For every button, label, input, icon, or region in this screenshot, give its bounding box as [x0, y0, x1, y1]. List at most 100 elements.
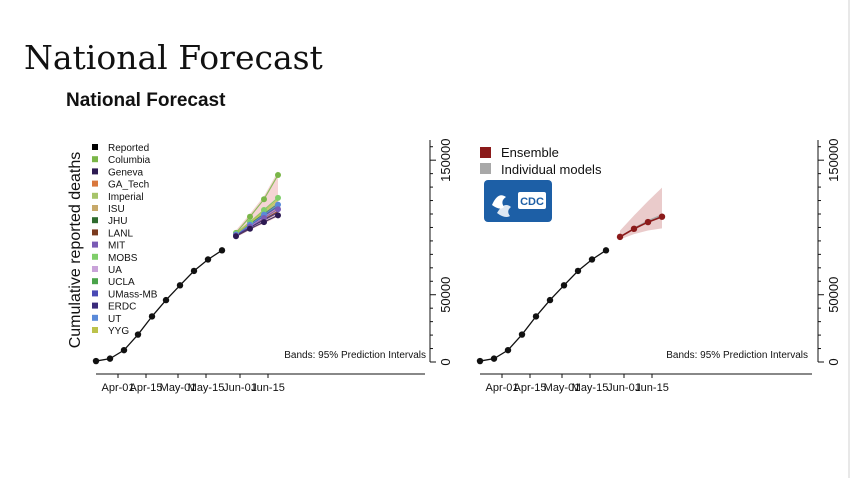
right-reported-point [602, 247, 610, 254]
left-chart-panel: Bands: 95% Prediction Intervals [96, 140, 431, 375]
forecast-line-ut [235, 204, 279, 235]
right-reported-point [518, 331, 526, 338]
legend-label-yyg: YYG [108, 326, 129, 337]
legend-swatch-ga_tech [92, 180, 98, 187]
legend-label-ensemble: Ensemble [501, 145, 559, 160]
left-reported-point [92, 357, 100, 365]
ensemble-point [616, 233, 624, 241]
forecast-line-columbia [235, 174, 279, 234]
right-y-tick-label: 150000 [826, 138, 841, 181]
forecast-point-columbia [275, 171, 281, 178]
forecast-point-geneva [261, 219, 267, 226]
right-chart-panel: Bands: 95% Prediction Intervals Ensemble… [480, 140, 819, 375]
right-bands-note: Bands: 95% Prediction Intervals [666, 350, 808, 361]
right-x-tick-label: Jun-01 [607, 382, 641, 394]
right-x-tick-label: Apr-15 [513, 382, 546, 394]
ensemble-point [658, 213, 666, 220]
right-x-tick-label: May-15 [572, 382, 609, 394]
legend-label-imperial: Imperial [108, 192, 144, 203]
right-y-tick-label: 50000 [826, 277, 841, 313]
left-bands-note: Bands: 95% Prediction Intervals [284, 350, 426, 361]
legend-label-reported: Reported [108, 143, 149, 154]
forecast-point-mobs [261, 206, 267, 213]
left-reported-point [176, 282, 184, 289]
cdc-logo: CDC [484, 180, 552, 222]
left-reported-point [218, 247, 226, 254]
forecast-point-mit [275, 206, 281, 213]
legend-label-erdc: ERDC [108, 302, 136, 313]
legend-swatch-isu [92, 205, 98, 211]
left-x-tick-label: Apr-15 [129, 382, 162, 394]
forecast-point-columbia [247, 213, 253, 220]
forecast-line-yyg [235, 199, 279, 235]
legend-label-ua: UA [108, 265, 122, 276]
legend-label-mobs: MOBS [108, 253, 138, 264]
legend-swatch-ut [92, 314, 98, 321]
left-x-tick-label: Jun-01 [223, 382, 257, 394]
right-reported-point [476, 357, 484, 365]
right-reported-point [504, 346, 512, 354]
legend-swatch-umass-mb [92, 290, 98, 297]
left-x-tick-label: Jun-15 [251, 382, 285, 394]
legend-label-isu: ISU [108, 204, 125, 215]
legend-swatch-ensemble [480, 147, 491, 158]
forecast-point-ut [275, 201, 281, 208]
left-y-tick-label: 50000 [438, 277, 453, 313]
legend-swatch-individual [480, 163, 491, 174]
left-reported-line [95, 249, 223, 362]
legend-swatch-columbia [92, 156, 98, 163]
left-y-tick-label: 150000 [438, 138, 453, 181]
left-reported-point [162, 296, 170, 304]
legend-swatch-yyg [92, 327, 98, 333]
forecast-point-geneva [275, 212, 281, 219]
left-reported-point [106, 355, 114, 362]
figure-title: National Forecast [66, 90, 226, 111]
forecast-point-geneva [233, 233, 239, 240]
ensemble-band [620, 187, 662, 240]
ensemble-point [630, 225, 638, 232]
legend-swatch-mit [92, 241, 98, 248]
left-reported-point [148, 313, 156, 320]
forecast-point-geneva [247, 225, 253, 232]
right-reported-line [479, 249, 607, 362]
legend-swatch-erdc [92, 302, 98, 309]
left-x-tick-label: May-01 [160, 382, 197, 394]
legend-label-individual: Individual models [501, 162, 602, 177]
legend-swatch-imperial [92, 192, 98, 199]
forecast-point-columbia [261, 196, 267, 203]
left-x-tick-label: May-15 [188, 382, 225, 394]
left-reported-point [134, 331, 142, 338]
forecast-line-erdc [235, 212, 279, 237]
forecast-point-mobs [275, 194, 281, 201]
left-reported-point [120, 346, 128, 354]
legend-label-lanl: LANL [108, 228, 133, 239]
cdc-logo-text: CDC [520, 196, 544, 208]
left-reported-point [190, 267, 198, 275]
legend-label-columbia: Columbia [108, 155, 151, 166]
right-x-tick-label: Jun-15 [635, 382, 669, 394]
legend-swatch-geneva [92, 168, 98, 175]
ensemble-line [619, 215, 663, 238]
legend-swatch-ua [92, 266, 98, 272]
legend-label-ut: UT [108, 314, 121, 325]
legend-swatch-mobs [92, 253, 98, 260]
forecast-line-geneva [235, 214, 279, 237]
left-x-tick-label: Apr-01 [101, 382, 134, 394]
legend-swatch-reported [92, 144, 98, 150]
legend-label-jhu: JHU [108, 216, 127, 227]
right-reported-point [574, 267, 582, 275]
right-x-tick-label: May-01 [544, 382, 581, 394]
right-y-tick-label: 0 [826, 358, 841, 365]
right-reported-point [588, 256, 596, 263]
legend-swatch-lanl [92, 229, 98, 236]
right-reported-point [560, 282, 568, 289]
right-x-tick-label: Apr-01 [485, 382, 518, 394]
left-reported-point [204, 256, 212, 263]
slide-title: National Forecast [24, 38, 323, 77]
legend-swatch-ucla [92, 278, 98, 285]
right-reported-point [546, 296, 554, 304]
y-axis-label: Cumulative reported deaths [67, 152, 84, 349]
legend-label-mit: MIT [108, 241, 125, 252]
legend-label-umass-mb: UMass-MB [108, 289, 158, 300]
